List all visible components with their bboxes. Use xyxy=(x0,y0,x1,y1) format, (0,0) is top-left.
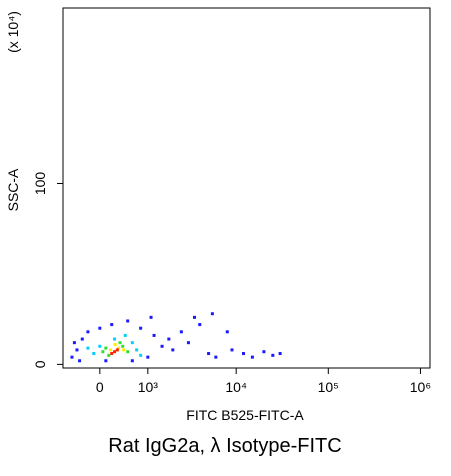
y-axis-unit: (x 10⁴) xyxy=(5,11,21,53)
point xyxy=(214,355,218,359)
point xyxy=(167,337,171,341)
point xyxy=(107,353,111,357)
point xyxy=(271,353,275,357)
point xyxy=(179,330,183,334)
point xyxy=(241,352,245,356)
point xyxy=(152,333,156,337)
x-tick-label: 10³ xyxy=(138,379,159,395)
point xyxy=(198,323,202,327)
point xyxy=(113,342,117,346)
point xyxy=(186,341,190,345)
point xyxy=(104,346,108,350)
point xyxy=(92,352,96,356)
plot-frame xyxy=(62,7,431,369)
point xyxy=(126,350,130,354)
point xyxy=(122,348,126,352)
point xyxy=(139,353,143,357)
point xyxy=(262,350,266,354)
point xyxy=(110,352,114,356)
point xyxy=(86,330,90,334)
point xyxy=(101,350,105,354)
point xyxy=(115,348,119,352)
point xyxy=(98,326,102,330)
point xyxy=(139,326,143,330)
point xyxy=(207,352,211,356)
point xyxy=(171,348,175,352)
point xyxy=(113,350,117,354)
point xyxy=(210,312,214,316)
point xyxy=(121,344,125,348)
point xyxy=(130,341,134,345)
point xyxy=(123,333,127,337)
point xyxy=(126,319,130,323)
x-tick-label: 0 xyxy=(96,379,104,395)
point xyxy=(113,337,117,341)
point xyxy=(116,346,120,350)
point xyxy=(72,341,76,345)
caption: Rat IgG2a, λ Isotype-FITC xyxy=(108,435,341,457)
y-tick-label: 0 xyxy=(32,360,48,368)
point xyxy=(135,348,139,352)
point xyxy=(70,355,74,359)
point xyxy=(250,355,254,359)
point xyxy=(225,330,229,334)
x-tick-label: 10⁴ xyxy=(225,379,247,395)
x-tick-label: 10⁶ xyxy=(410,379,431,395)
point xyxy=(192,315,196,319)
y-tick-label: 100 xyxy=(32,172,48,196)
point xyxy=(78,359,82,363)
point xyxy=(230,348,234,352)
point xyxy=(75,348,79,352)
x-tick-label: 10⁵ xyxy=(318,379,339,395)
point xyxy=(109,348,113,352)
point xyxy=(149,315,153,319)
point xyxy=(80,337,84,341)
point xyxy=(110,323,114,327)
point xyxy=(98,344,102,348)
point xyxy=(160,344,164,348)
point xyxy=(278,352,282,356)
x-axis-title: FITC B525-FITC-A xyxy=(186,407,304,423)
point xyxy=(146,355,150,359)
point xyxy=(130,359,134,363)
y-axis-title: SSC-A xyxy=(5,168,21,211)
point xyxy=(118,341,122,345)
point xyxy=(104,359,108,363)
point xyxy=(86,346,90,350)
